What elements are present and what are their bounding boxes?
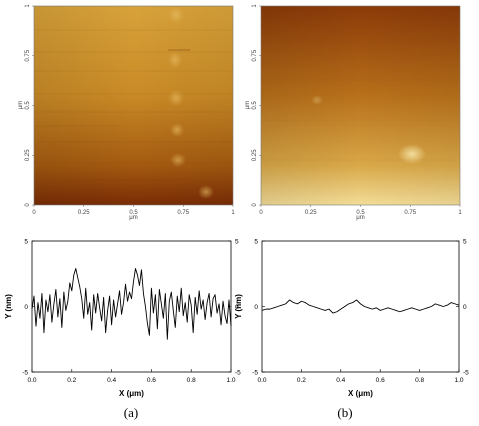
x-tick-label: 0.8	[415, 377, 424, 384]
afm-y-tick-label: 0.5	[25, 101, 31, 110]
profile-plot-b-axes: 0.0 0.2 0.4 0.6 0.8 1.0 5 0 -5 5 0 -5	[252, 239, 469, 385]
afm-y-tick-label: 0.25	[252, 149, 258, 161]
profile-plot-a-series	[31, 268, 232, 340]
afm-x-tick-label: 0.25	[78, 210, 90, 216]
x-tick-label: 0.6	[376, 377, 385, 384]
afm-image-b-x-unit: μm	[356, 215, 364, 221]
x-tick-label: 0.4	[107, 377, 116, 384]
afm-x-tick-label: 0	[32, 210, 36, 216]
profile-plot-a-xlabel: X (μm)	[119, 389, 144, 398]
afm-x-tick-label: 0.75	[404, 210, 416, 216]
afm-image-a-x-ticks: 0 0.25 0.5 0.75 1	[32, 205, 235, 216]
afm-image-a-y-ticks: 0 0.25 0.5 0.75 1	[25, 4, 34, 207]
y2-tick-label: 5	[463, 239, 467, 246]
profile-plot-a: 0.0 0.2 0.4 0.6 0.8 1.0 5 0 -5 5 0 -5 X (μm) Y (nm)	[4, 239, 241, 399]
x-tick-label: 0.6	[147, 377, 156, 384]
afm-x-tick-label: 1	[458, 210, 462, 216]
profile-plot-a-ylabel: Y (nm)	[4, 294, 13, 319]
profile-plot-a-axes: 0.0 0.2 0.4 0.6 0.8 1.0 5 0 -5 5 0 -5	[22, 239, 241, 385]
profile-plot-b: 0.0 0.2 0.4 0.6 0.8 1.0 5 0 -5 5 0 -5 X (μm) Y (nm)	[234, 239, 469, 399]
profile-plot-b-ylabel: Y (nm)	[234, 294, 243, 319]
afm-x-tick-label: 0.25	[305, 210, 317, 216]
y-tick-label: 0	[254, 304, 258, 311]
y2-tick-label: -5	[235, 370, 241, 377]
afm-x-tick-label: 0.5	[129, 210, 138, 216]
x-tick-label: 0.8	[187, 377, 196, 384]
afm-image-b-y-ticks: 0 0.25 0.5 0.75 1	[252, 4, 261, 207]
x-tick-label: 0.0	[257, 377, 266, 384]
x-tick-label: 0.2	[297, 377, 306, 384]
afm-x-tick-label: 1	[231, 210, 235, 216]
afm-y-tick-label: 0.25	[25, 149, 31, 161]
y-tick-label: 5	[24, 239, 28, 246]
afm-x-tick-label: 0	[259, 210, 263, 216]
afm-image-a-x-unit: μm	[129, 215, 137, 221]
afm-x-tick-label: 0.75	[177, 210, 189, 216]
y-tick-label: 5	[254, 239, 258, 246]
caption-b: (b)	[337, 405, 352, 420]
afm-image-a-features	[168, 7, 214, 199]
x-tick-label: 1.0	[454, 377, 463, 384]
afm-image-a-shading	[34, 6, 233, 205]
y2-tick-label: 0	[463, 304, 467, 311]
y-tick-label: -5	[22, 370, 28, 377]
afm-y-tick-label: 0.75	[252, 49, 258, 61]
y2-tick-label: 5	[235, 239, 239, 246]
x-tick-label: 0.2	[67, 377, 76, 384]
x-tick-label: 1.0	[226, 377, 235, 384]
afm-y-tick-label: 1	[25, 4, 31, 8]
afm-y-tick-label: 1	[252, 4, 258, 8]
x-tick-label: 0.4	[336, 377, 345, 384]
afm-y-tick-label: 0.5	[252, 101, 258, 110]
afm-y-tick-label: 0.75	[25, 49, 31, 61]
afm-y-tick-label: 0	[25, 203, 31, 207]
afm-image-a-scanlines	[34, 29, 233, 181]
profile-plot-b-series	[261, 299, 460, 314]
y-tick-label: -5	[252, 370, 258, 377]
afm-image-b-scanlines	[261, 39, 460, 161]
afm-image-b-shading	[261, 6, 460, 205]
afm-image-b-y-unit: μm	[245, 101, 251, 109]
afm-image-b-features	[311, 95, 426, 164]
profile-line	[261, 299, 460, 314]
profile-line	[31, 268, 232, 340]
y-tick-label: 0	[24, 304, 28, 311]
afm-image-b-x-ticks: 0 0.25 0.5 0.75 1	[259, 205, 462, 216]
afm-image-b: 0 0.25 0.5 0.75 1 0 0.25 0.5 0.75 1 μm μm	[245, 4, 462, 221]
afm-x-tick-label: 0.5	[356, 210, 365, 216]
profile-plot-b-xlabel: X (μm)	[348, 389, 373, 398]
profile-plot-b-frame	[261, 240, 460, 373]
afm-image-a-y-unit: μm	[18, 101, 24, 109]
x-tick-label: 0.0	[27, 377, 36, 384]
caption-a: (a)	[124, 405, 138, 420]
afm-image-a: 0 0.25 0.5 0.75 1 0 0.25 0.5 0.75 1 μm μm	[18, 4, 235, 221]
y2-tick-label: -5	[463, 370, 469, 377]
y2-tick-label: 0	[235, 304, 239, 311]
afm-y-tick-label: 0	[252, 203, 258, 207]
